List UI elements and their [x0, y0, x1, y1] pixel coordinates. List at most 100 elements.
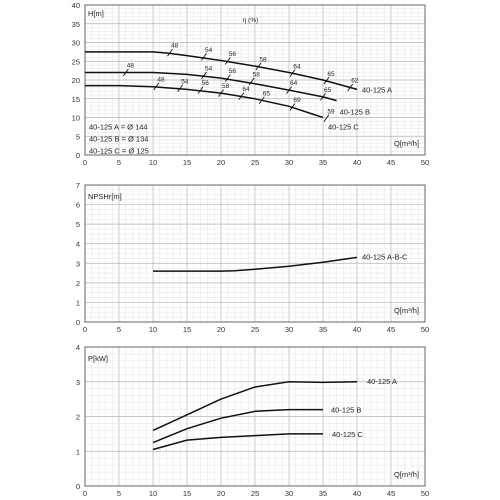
efficiency-tick [224, 57, 231, 65]
efficiency-tick [289, 103, 296, 111]
npsh-x-tick-label: 0 [83, 325, 87, 334]
efficiency-tick [289, 69, 296, 78]
head-x-axis-label: Q[m³/h] [394, 139, 419, 148]
head-y-tick-label: 30 [72, 39, 80, 48]
npsh-x-axis-label: Q[m³/h] [394, 306, 419, 315]
npsh-plot-border [84, 184, 426, 323]
npsh-x-tick-label: 15 [183, 325, 191, 334]
head-x-tick-label: 45 [387, 158, 395, 167]
efficiency-mark-label: 54 [205, 47, 213, 54]
npsh-y-tick-label: 3 [76, 259, 80, 268]
efficiency-tick [177, 84, 184, 93]
efficiency-tick [153, 82, 160, 91]
head-x-tick-label: 30 [285, 158, 293, 167]
head-x-tick-label: 35 [319, 158, 327, 167]
diameter-note: 40-125 B = Ø 134 [89, 135, 148, 144]
npsh-x-tick-label: 40 [353, 325, 361, 334]
npsh-series-label: 40-125 A-B-C [362, 252, 408, 261]
power-y-tick-label: 1 [76, 447, 80, 456]
efficiency-tick [238, 92, 245, 100]
head-x-tick-label: 50 [421, 158, 429, 167]
head-series-label: 40-125 A [362, 85, 392, 94]
power-y-axis-label: P[kW] [88, 354, 108, 363]
power-x-tick-label: 10 [149, 489, 157, 498]
efficiency-mark-label: 48 [157, 76, 165, 83]
efficiency-tick [122, 68, 129, 77]
power-series-label: 40-125 C [332, 430, 363, 439]
power-x-tick-label: 5 [117, 489, 121, 498]
power-x-tick-label: 45 [387, 489, 395, 498]
npsh-y-tick-label: 1 [76, 298, 80, 307]
power-x-tick-label: 30 [285, 489, 293, 498]
efficiency-mark-label: 54 [181, 78, 189, 85]
efficiency-tick [323, 76, 330, 85]
power-x-tick-label: 35 [319, 489, 327, 498]
npsh-x-tick-label: 10 [149, 325, 157, 334]
npsh-x-tick-label: 5 [117, 325, 121, 334]
head-y-axis-label: H[m] [88, 9, 104, 18]
power-x-tick-label: 40 [353, 489, 361, 498]
efficiency-tick [323, 114, 330, 123]
efficiency-mark-label: 56 [229, 51, 237, 58]
head-x-tick-label: 15 [183, 158, 191, 167]
npsh-series-line [153, 256, 358, 272]
efficiency-mark-label: 56 [229, 68, 237, 75]
diameter-note: 40-125 C = Ø 125 [89, 147, 149, 156]
head-x-tick-label: 0 [83, 158, 87, 167]
head-y-tick-label: 0 [76, 151, 80, 160]
efficiency-mark-label: 54 [205, 66, 213, 73]
efficiency-tick [255, 62, 262, 71]
power-y-tick-label: 4 [76, 343, 80, 352]
power-x-tick-label: 50 [421, 489, 429, 498]
head-series-label: 40-125 C [328, 123, 359, 132]
power-series-line [152, 381, 358, 432]
head-x-tick-label: 25 [251, 158, 259, 167]
power-x-tick-label: 20 [217, 489, 225, 498]
efficiency-label: η (%) [243, 17, 259, 24]
efficiency-tick [248, 77, 255, 86]
head-series-line [85, 71, 337, 102]
efficiency-mark-label: 59 [327, 108, 335, 115]
power-x-tick-label: 25 [251, 489, 259, 498]
power-series-label: 40-125 B [331, 406, 361, 415]
efficiency-tick [218, 89, 224, 97]
power-series-line [152, 433, 323, 451]
head-series-line [85, 51, 358, 91]
npsh-y-axis-label: NPSHr[m] [88, 192, 122, 201]
efficiency-mark-label: 64 [242, 86, 250, 93]
npsh-y-tick-label: 7 [76, 181, 80, 190]
power-y-tick-label: 0 [76, 482, 80, 491]
head-x-tick-label: 20 [217, 158, 225, 167]
diameter-note: 40-125 A = Ø 144 [89, 123, 148, 132]
head-y-tick-label: 25 [72, 57, 80, 66]
head-x-tick-label: 5 [117, 158, 121, 167]
efficiency-mark-label: 48 [127, 63, 135, 70]
efficiency-tick [347, 83, 354, 92]
efficiency-tick [320, 93, 326, 101]
npsh-y-tick-label: 4 [76, 240, 80, 249]
head-x-tick-label: 10 [149, 158, 157, 167]
efficiency-tick [286, 86, 292, 94]
efficiency-tick [197, 86, 204, 94]
npsh-x-tick-label: 25 [251, 325, 259, 334]
efficiency-mark-label: 64 [293, 63, 301, 70]
power-series-label: 40-125 A [367, 377, 397, 386]
efficiency-mark-label: 69 [293, 97, 301, 104]
power-y-tick-label: 3 [76, 378, 80, 387]
head-y-tick-label: 20 [72, 76, 80, 85]
power-y-tick-label: 2 [76, 413, 80, 422]
head-y-tick-label: 15 [72, 95, 80, 104]
efficiency-tick [167, 48, 173, 57]
head-y-tick-label: 40 [72, 1, 80, 10]
head-y-tick-label: 5 [76, 132, 80, 141]
efficiency-tick [224, 74, 231, 82]
npsh-x-tick-label: 50 [421, 325, 429, 334]
efficiency-mark-label: 48 [171, 43, 179, 50]
head-x-tick-label: 40 [353, 158, 361, 167]
head-y-tick-label: 10 [72, 114, 80, 123]
npsh-x-tick-label: 35 [319, 325, 327, 334]
efficiency-tick [201, 71, 207, 80]
efficiency-tick [201, 52, 207, 61]
efficiency-mark-label: 65 [327, 71, 335, 78]
